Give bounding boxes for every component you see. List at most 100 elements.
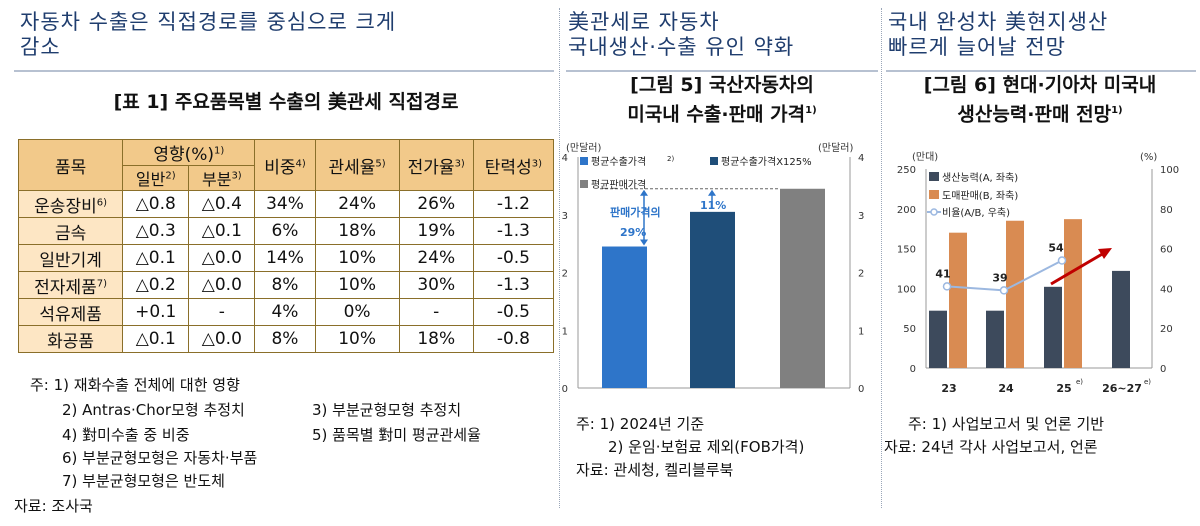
fig5-11-arrow-head bbox=[708, 189, 716, 196]
fig6-trend-arrow bbox=[1050, 251, 1105, 286]
fig6-tick-left: 200 bbox=[897, 205, 916, 216]
th-elastic-label: 탄력성 bbox=[484, 157, 532, 178]
th-share-sup: 4) bbox=[295, 157, 306, 169]
cell-item: 일반기계 bbox=[17, 244, 124, 272]
th-partial-sup: 3) bbox=[231, 170, 242, 182]
fig6-legend-swatch-sales bbox=[929, 190, 939, 199]
fig6-bar-sales bbox=[949, 232, 967, 368]
fig6-ratio-label: 54 bbox=[1048, 242, 1064, 255]
fig6-bar-sales bbox=[1006, 220, 1024, 368]
th-item-label: 품목 bbox=[54, 157, 87, 178]
cell-partial: △0.0 bbox=[188, 271, 256, 299]
fig6-tick-left: 150 bbox=[897, 245, 916, 256]
fig5-bar bbox=[602, 246, 647, 388]
fig6-tick-left: 250 bbox=[897, 165, 916, 176]
fig5-legend-swatch-export bbox=[580, 157, 588, 165]
th-effect-sup: 1) bbox=[214, 145, 225, 157]
fig5-chart: (만달러) (만달러) 0 0 1 1 2 2 3 3 4 4 판매가격의 29% 11% 평균수출가격 2) 평… bbox=[562, 142, 865, 395]
table-row: 화공품 △0.1 △0.0 8% 10% 18% -0.8 bbox=[17, 325, 555, 353]
column2-header: 美관세로 자동차 국내생산·수출 유인 약화 bbox=[568, 10, 880, 60]
th-tariff-label: 관세율 bbox=[328, 157, 376, 178]
column1-header: 자동차 수출은 직접경로를 중심으로 크게 감소 bbox=[20, 10, 550, 60]
cell-tariff: 10% bbox=[314, 244, 400, 272]
th-partial: 부분3) bbox=[188, 165, 256, 191]
fig5-tick-left: 1 bbox=[562, 326, 568, 337]
fig6-legend-swatch-capacity bbox=[929, 172, 939, 181]
cell-elastic: -1.3 bbox=[472, 271, 555, 299]
th-general: 일반2) bbox=[122, 165, 190, 191]
cell-general: △0.1 bbox=[122, 325, 190, 353]
fig6-x-label: 24 bbox=[998, 382, 1014, 395]
fig6-source: 자료: 24년 각사 사업보고서, 언론 bbox=[884, 438, 1098, 456]
th-effect: 영향(%)1) bbox=[122, 139, 256, 166]
cell-item-text: 전자제품 bbox=[34, 277, 97, 298]
th-item: 품목 bbox=[17, 139, 124, 191]
cell-share: 34% bbox=[254, 190, 316, 218]
cell-pass: 19% bbox=[398, 217, 474, 245]
fig6-trend-arrow-head bbox=[1098, 248, 1112, 259]
cell-tariff: 18% bbox=[314, 217, 400, 245]
cell-partial: △0.4 bbox=[188, 190, 256, 218]
fig6-unit-left: (만대) bbox=[912, 151, 938, 163]
fig6-tick-left: 100 bbox=[897, 284, 916, 295]
fig6-legend-ratio: 비율(A/B, 우축) bbox=[942, 207, 1010, 219]
th-general-label: 일반 bbox=[135, 170, 166, 189]
cell-share: 14% bbox=[254, 244, 316, 272]
cell-pass: 30% bbox=[398, 271, 474, 299]
cell-share: 6% bbox=[254, 217, 316, 245]
header-divider-1 bbox=[14, 70, 554, 72]
cell-item: 금속 bbox=[17, 217, 124, 245]
cell-item: 전자제품7) bbox=[17, 271, 124, 299]
cell-tariff: 24% bbox=[314, 190, 400, 218]
column2-header-line1: 美관세로 자동차 bbox=[568, 10, 720, 34]
fig5-source: 자료: 관세청, 켈리블루북 bbox=[576, 461, 734, 479]
fig5-tick-left: 0 bbox=[562, 384, 568, 395]
fig5-title-line1: [그림 5] 국산자동차의 bbox=[630, 74, 814, 96]
cell-item-sup: 6) bbox=[96, 196, 107, 208]
column3-header: 국내 완성차 美현지생산 빠르게 늘어날 전망 bbox=[888, 10, 1198, 60]
fig6-x-label: 25 bbox=[1056, 382, 1071, 395]
fig6-bar-sales bbox=[1064, 219, 1082, 368]
th-partial-label: 부분 bbox=[201, 170, 232, 189]
cell-item-text: 화공품 bbox=[47, 331, 95, 352]
table1-note-5: 5) 품목별 對미 평균관세율 bbox=[312, 426, 481, 444]
fig6-note-1: 주: 1) 사업보고서 및 언론 기반 bbox=[908, 415, 1105, 433]
fig6-x-label: 26~27 bbox=[1102, 382, 1142, 395]
fig6-title-sup: 1) bbox=[1111, 105, 1123, 116]
fig5-legend-swatch-sale bbox=[580, 180, 588, 188]
fig6-bar-capacity bbox=[1044, 286, 1062, 368]
table1-note-7: 7) 부분균형모형은 반도체 bbox=[62, 472, 225, 490]
cell-elastic: -1.2 bbox=[472, 190, 555, 218]
fig5-title: [그림 5] 국산자동차의 미국내 수출·판매 가격1) bbox=[566, 73, 878, 127]
cell-general: △0.2 bbox=[122, 271, 190, 299]
cell-pass: 18% bbox=[398, 325, 474, 353]
fig5-note-1: 주: 1) 2024년 기준 bbox=[576, 415, 705, 433]
cell-share: 8% bbox=[254, 271, 316, 299]
table-row: 석유제품 +0.1 - 4% 0% - -0.5 bbox=[17, 298, 555, 326]
header-divider-2 bbox=[566, 70, 878, 72]
fig5-legend-sup: 2) bbox=[667, 155, 674, 163]
column1-header-line1: 자동차 수출은 직접경로를 중심으로 크게 bbox=[20, 10, 397, 34]
column3-header-line1: 국내 완성차 美현지생산 bbox=[888, 10, 1109, 34]
th-share-label: 비중 bbox=[264, 157, 296, 178]
fig5-gap-arrow-head-bottom bbox=[640, 239, 648, 246]
fig5-tick-left: 3 bbox=[562, 211, 568, 222]
cell-partial: △0.1 bbox=[188, 217, 256, 245]
fig5-title-sup: 1) bbox=[805, 105, 817, 116]
fig6-bar-capacity bbox=[986, 310, 1004, 368]
cell-item-text: 운송장비 bbox=[34, 196, 97, 217]
table1-note-4: 4) 對미수출 중 비중 bbox=[62, 426, 190, 444]
cell-elastic: -0.5 bbox=[472, 244, 555, 272]
cell-partial: △0.0 bbox=[188, 244, 256, 272]
fig5-tick-left: 2 bbox=[562, 269, 568, 280]
table1-note-2: 2) Antras·Chor모형 추정치 bbox=[62, 401, 245, 419]
header-divider-3 bbox=[886, 70, 1196, 72]
column1-header-line2: 감소 bbox=[20, 35, 61, 59]
cell-tariff: 10% bbox=[314, 271, 400, 299]
cell-elastic: -0.5 bbox=[472, 298, 555, 326]
fig5-title-line2-text: 미국내 수출·판매 가격 bbox=[627, 103, 806, 126]
table1-note-3: 3) 부분균형모형 추정치 bbox=[312, 401, 462, 419]
table-row: 운송장비6) △0.8 △0.4 34% 24% 26% -1.2 bbox=[17, 190, 555, 218]
cell-elastic: -1.3 bbox=[472, 217, 555, 245]
fig6-unit-right: (%) bbox=[1140, 152, 1157, 163]
